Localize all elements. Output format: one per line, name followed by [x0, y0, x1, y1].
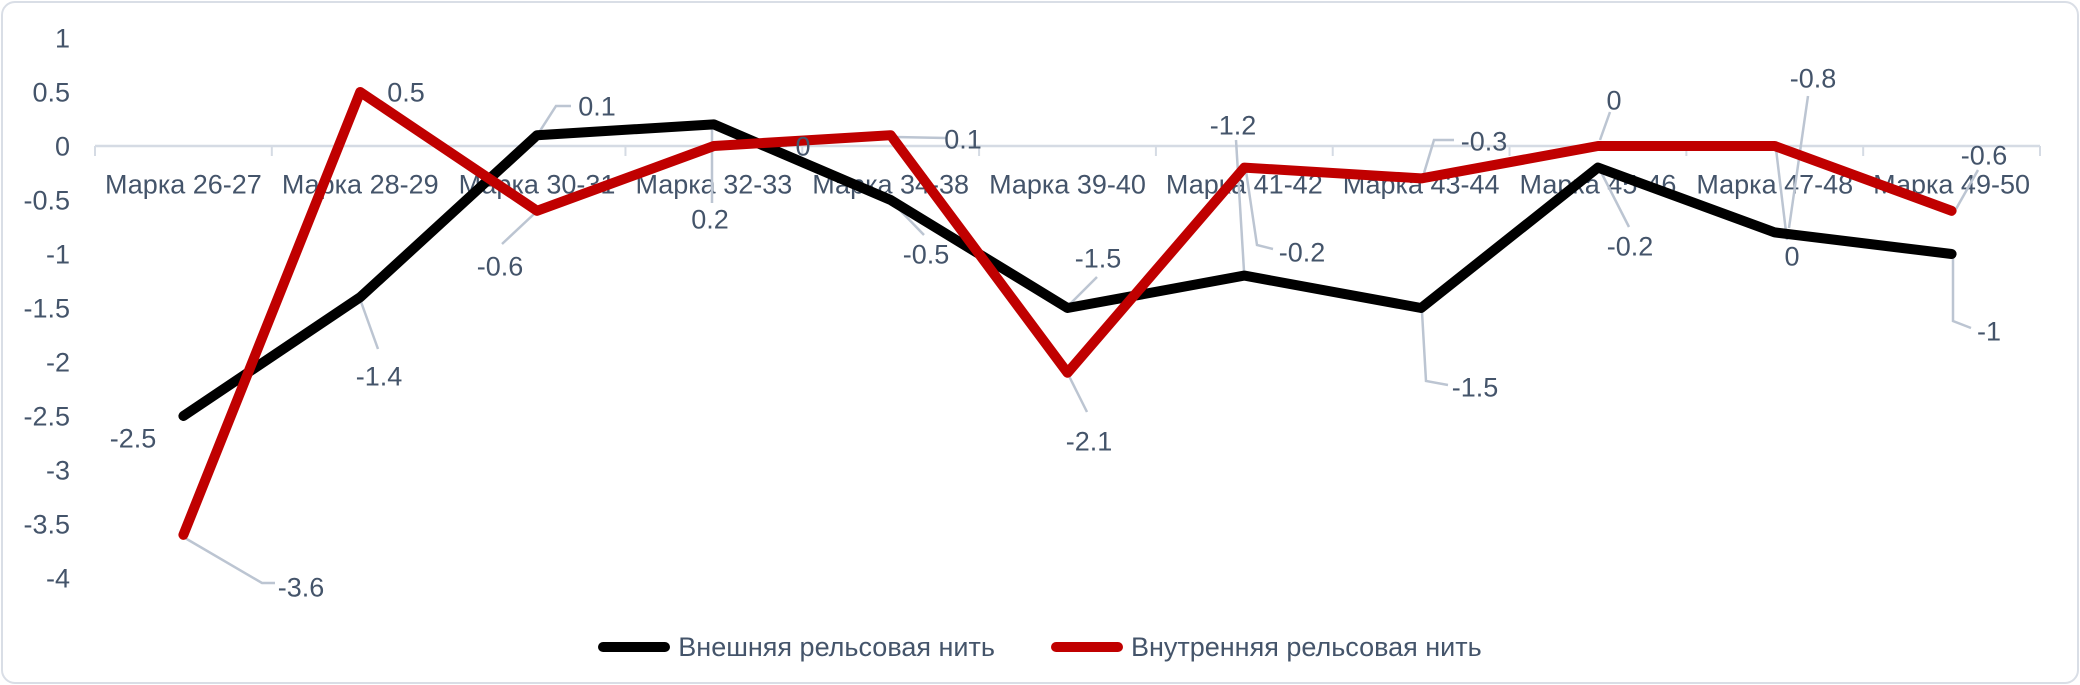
svg-text:Марка 47-48: Марка 47-48 [1696, 169, 1853, 199]
svg-text:-1.2: -1.2 [1210, 110, 1257, 140]
svg-text:-2.1: -2.1 [1066, 426, 1113, 456]
legend-swatch-inner-rail [1050, 642, 1123, 652]
svg-text:-0.3: -0.3 [1461, 126, 1508, 156]
label-leader-lines [184, 95, 1980, 585]
svg-text:-3.6: -3.6 [278, 572, 325, 602]
svg-text:0.5: 0.5 [32, 77, 70, 107]
svg-text:-2.5: -2.5 [23, 401, 70, 431]
svg-text:-1.5: -1.5 [1075, 243, 1122, 273]
legend-label-outer-rail: Внешняя рельсовая нить [678, 631, 995, 662]
svg-text:0.5: 0.5 [387, 77, 425, 107]
svg-text:-4: -4 [46, 563, 70, 593]
svg-text:-2.5: -2.5 [110, 423, 157, 453]
svg-text:0: 0 [795, 131, 810, 161]
svg-text:1: 1 [55, 23, 70, 53]
svg-text:Марка 26-27: Марка 26-27 [105, 169, 262, 199]
svg-text:0.1: 0.1 [578, 91, 616, 121]
svg-text:-2: -2 [46, 347, 70, 377]
svg-text:0: 0 [55, 131, 70, 161]
svg-text:0.1: 0.1 [944, 124, 982, 154]
svg-text:0: 0 [1606, 85, 1621, 115]
svg-text:-3: -3 [46, 455, 70, 485]
legend-label-inner-rail: Внутренняя рельсовая нить [1130, 631, 1482, 662]
chart-legend: Внешняя рельсовая нить Внутренняя рельсо… [0, 622, 2080, 672]
svg-text:-0.5: -0.5 [23, 185, 70, 215]
svg-text:-0.2: -0.2 [1279, 237, 1326, 267]
series-line-1 [178, 87, 1957, 540]
data-labels-series-0: -2.5 -1.4 0.1 0.2 -0.5 -1.5 -1.2 -1.5 -0.2 -0.8 -1 [110, 63, 2001, 453]
svg-text:-1.5: -1.5 [23, 293, 70, 323]
x-axis-labels: Марка 26-27 Марка 28-29 Марка 30-31 Марка 3… [105, 169, 2030, 199]
svg-text:-3.5: -3.5 [23, 509, 70, 539]
series-line-0 [178, 119, 1957, 421]
legend-item-outer-rail[interactable]: Внешняя рельсовая нить [598, 632, 995, 663]
svg-text:-0.6: -0.6 [477, 251, 524, 281]
svg-text:Марка 32-33: Марка 32-33 [635, 169, 792, 199]
svg-text:-0.2: -0.2 [1607, 231, 1654, 261]
svg-text:Марка 39-40: Марка 39-40 [989, 169, 1146, 199]
svg-text:-0.5: -0.5 [903, 239, 950, 269]
svg-text:-1.4: -1.4 [356, 361, 403, 391]
legend-swatch-outer-rail [598, 642, 671, 652]
data-labels-series-1: -3.6 0.5 -0.6 0 0.1 -2.1 -0.2 -0.3 0 0 -0.6 [278, 77, 2008, 602]
svg-text:Марка 28-29: Марка 28-29 [282, 169, 439, 199]
legend-item-inner-rail[interactable]: Внутренняя рельсовая нить [1050, 631, 1482, 663]
svg-text:0.2: 0.2 [691, 204, 729, 234]
svg-text:-0.6: -0.6 [1961, 140, 2008, 170]
svg-text:-1: -1 [1977, 316, 2001, 346]
svg-text:-1.5: -1.5 [1452, 372, 1499, 402]
svg-text:-0.8: -0.8 [1790, 63, 1837, 93]
svg-text:-1: -1 [46, 239, 70, 269]
svg-text:0: 0 [1784, 241, 1799, 271]
y-axis-labels: 1 0.5 0 -0.5 -1 -1.5 -2 -2.5 -3 -3.5 -4 [23, 23, 70, 593]
